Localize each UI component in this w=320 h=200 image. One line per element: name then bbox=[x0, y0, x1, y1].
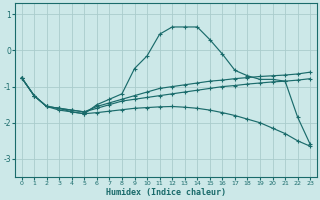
X-axis label: Humidex (Indice chaleur): Humidex (Indice chaleur) bbox=[106, 188, 226, 197]
